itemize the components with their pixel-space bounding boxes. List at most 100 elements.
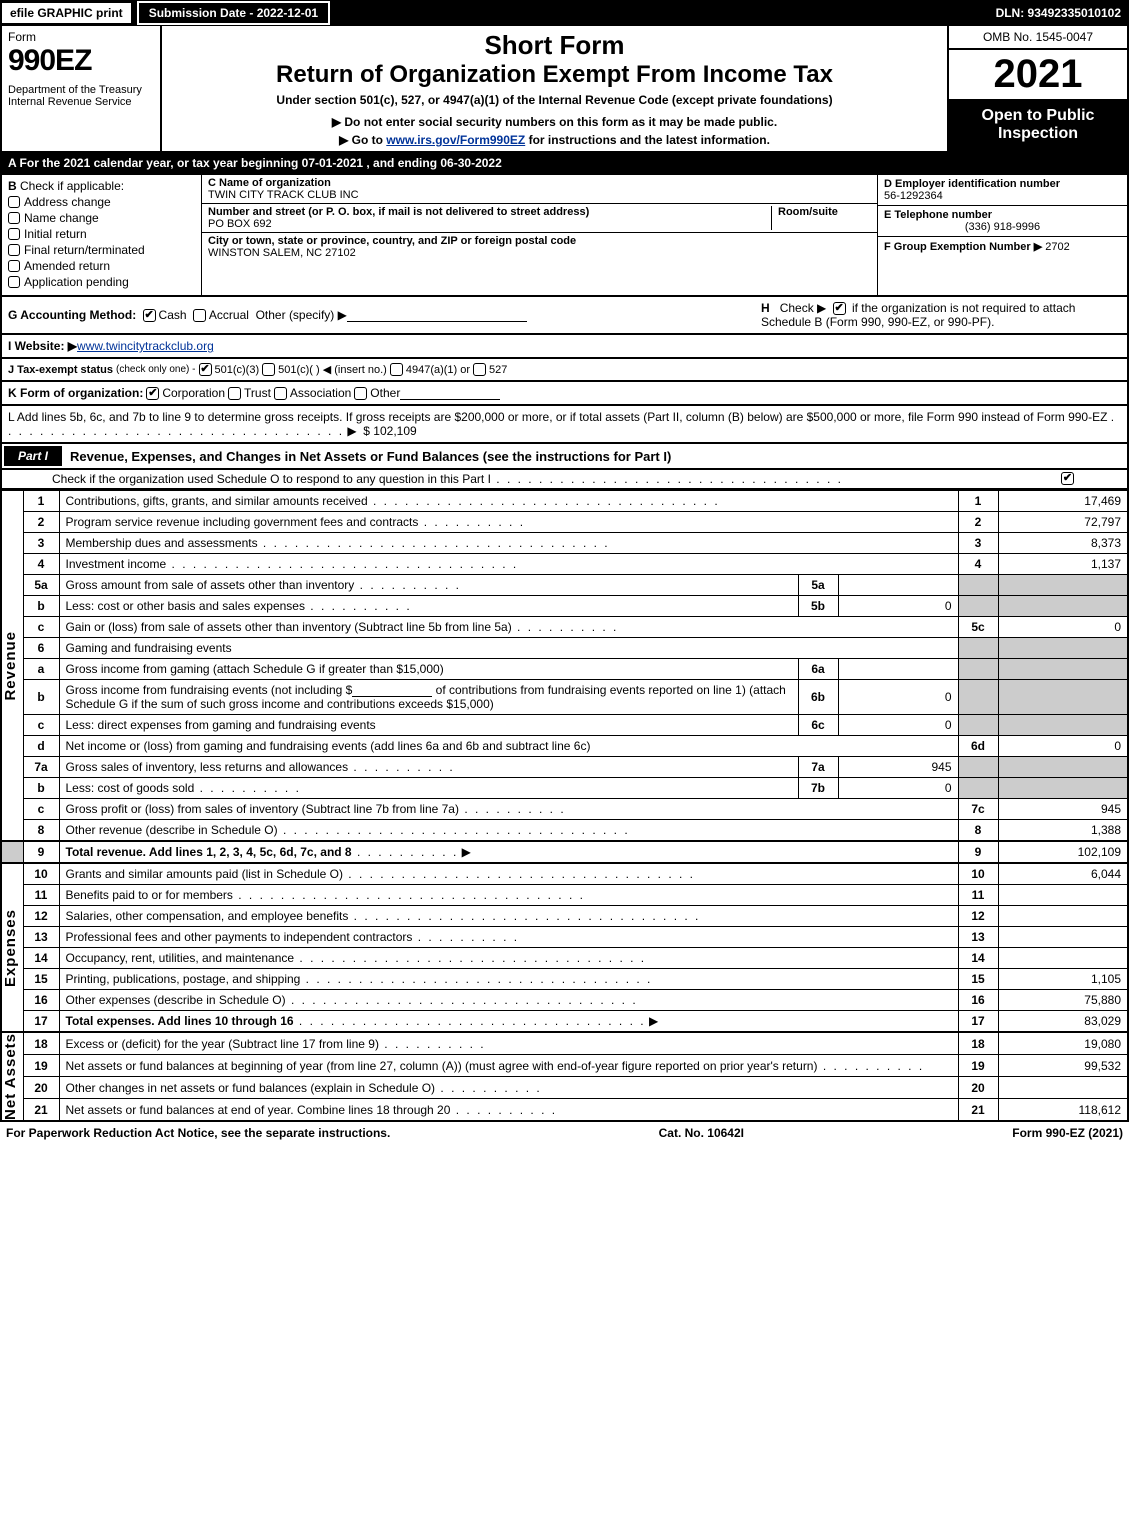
part1-badge: Part I <box>4 446 62 466</box>
line-21-amt: 118,612 <box>998 1099 1128 1122</box>
short-form-title: Short Form <box>484 30 624 61</box>
line-5c: cGain or (loss) from sale of assets othe… <box>1 617 1128 638</box>
line-8: 8Other revenue (describe in Schedule O) … <box>1 820 1128 842</box>
line-7c: cGross profit or (loss) from sales of in… <box>1 799 1128 820</box>
chk-501c[interactable] <box>262 363 275 376</box>
j-527: 527 <box>489 364 507 376</box>
chk-initial-return[interactable]: Initial return <box>8 227 195 241</box>
line-5a-sub: 5a <box>798 575 838 596</box>
line-2-ref: 2 <box>958 512 998 533</box>
line-14-ref: 14 <box>958 948 998 969</box>
line-1: Revenue 1 Contributions, gifts, grants, … <box>1 491 1128 512</box>
line-18: Net Assets 18Excess or (deficit) for the… <box>1 1032 1128 1055</box>
line-4-amt: 1,137 <box>998 554 1128 575</box>
chk-part1-sched-o[interactable]: ✔ <box>1061 472 1074 485</box>
chk-final-return[interactable]: Final return/terminated <box>8 243 195 257</box>
chk-h[interactable]: ✔ <box>833 302 846 315</box>
j-501c3: 501(c)(3) <box>215 364 260 376</box>
line-10-ref: 10 <box>958 863 998 885</box>
line-6c: cLess: direct expenses from gaming and f… <box>1 715 1128 736</box>
line-12: 12Salaries, other compensation, and empl… <box>1 906 1128 927</box>
footer-mid: Cat. No. 10642I <box>659 1126 744 1140</box>
chk-4947[interactable] <box>390 363 403 376</box>
line-5a: 5a Gross amount from sale of assets other… <box>1 575 1128 596</box>
line-17: 17Total expenses. Add lines 10 through 1… <box>1 1011 1128 1033</box>
chk-address-change-label: Address change <box>24 195 111 209</box>
chk-corp[interactable]: ✔ <box>146 387 159 400</box>
chk-name-change[interactable]: Name change <box>8 211 195 225</box>
department: Department of the Treasury Internal Reve… <box>8 84 154 108</box>
efile-print-button[interactable]: efile GRAPHIC print <box>0 1 133 25</box>
line-5c-desc: Gain or (loss) from sale of assets other… <box>66 620 512 634</box>
chk-amended[interactable]: Amended return <box>8 259 195 273</box>
line-20-desc: Other changes in net assets or fund bala… <box>66 1081 436 1095</box>
line-1-amt: 17,469 <box>998 491 1128 512</box>
goto-link[interactable]: www.irs.gov/Form990EZ <box>386 133 525 147</box>
line-6d-desc: Net income or (loss) from gaming and fun… <box>66 739 591 753</box>
chk-other-org[interactable] <box>354 387 367 400</box>
line-21-desc: Net assets or fund balances at end of ye… <box>66 1103 451 1117</box>
group-exemption: 2702 <box>1045 241 1069 253</box>
col-b: B Check if applicable: Address change Na… <box>2 175 202 295</box>
ein: 56-1292364 <box>884 190 943 202</box>
chk-address-change[interactable]: Address change <box>8 195 195 209</box>
chk-accrual[interactable] <box>193 309 206 322</box>
row-l: L Add lines 5b, 6c, and 7b to line 9 to … <box>0 406 1129 444</box>
line-5c-ref: 5c <box>958 617 998 638</box>
l-text: L Add lines 5b, 6c, and 7b to line 9 to … <box>8 410 1107 424</box>
footer-right-post: (2021) <box>1085 1126 1123 1140</box>
k-other-blank[interactable] <box>400 386 500 400</box>
line-6a-subval <box>838 659 958 680</box>
line-15-ref: 15 <box>958 969 998 990</box>
line-2-desc: Program service revenue including govern… <box>66 515 419 529</box>
line-1-desc: Contributions, gifts, grants, and simila… <box>66 494 368 508</box>
line-13-amt <box>998 927 1128 948</box>
line-9: 9Total revenue. Add lines 1, 2, 3, 4, 5c… <box>1 841 1128 863</box>
line-13: 13Professional fees and other payments t… <box>1 927 1128 948</box>
col-def: D Employer identification number 56-1292… <box>877 175 1127 295</box>
footer-left: For Paperwork Reduction Act Notice, see … <box>6 1126 390 1140</box>
row-a: A For the 2021 calendar year, or tax yea… <box>0 153 1129 175</box>
do-not-note: ▶ Do not enter social security numbers o… <box>332 115 777 129</box>
line-7a-subval: 945 <box>838 757 958 778</box>
header-left: Form 990EZ Department of the Treasury In… <box>2 26 162 151</box>
city: WINSTON SALEM, NC 27102 <box>208 247 356 259</box>
line-21-ref: 21 <box>958 1099 998 1122</box>
line-9-amt: 102,109 <box>998 841 1128 863</box>
revenue-vlabel: Revenue <box>2 631 19 701</box>
line-5a-desc: Gross amount from sale of assets other t… <box>66 578 355 592</box>
addr-label: Number and street (or P. O. box, if mail… <box>208 206 589 218</box>
k-trust: Trust <box>244 386 271 400</box>
line-6d: dNet income or (loss) from gaming and fu… <box>1 736 1128 757</box>
omb-number: OMB No. 1545-0047 <box>949 26 1127 50</box>
form-header: Form 990EZ Department of the Treasury In… <box>0 26 1129 153</box>
goto-note: ▶ Go to www.irs.gov/Form990EZ for instru… <box>339 133 770 147</box>
chk-527[interactable] <box>473 363 486 376</box>
line-10-desc: Grants and similar amounts paid (list in… <box>66 867 343 881</box>
line-6b-blank[interactable] <box>352 683 432 697</box>
chk-assoc[interactable] <box>274 387 287 400</box>
h-label: H <box>761 301 770 315</box>
chk-amended-label: Amended return <box>24 259 110 273</box>
i-label: I Website: ▶ <box>8 339 77 353</box>
b-subtitle: Check if applicable: <box>20 179 124 193</box>
line-6a-sub: 6a <box>798 659 838 680</box>
chk-cash[interactable]: ✔ <box>143 309 156 322</box>
line-5a-subval <box>838 575 958 596</box>
line-5c-amt: 0 <box>998 617 1128 638</box>
chk-app-pending[interactable]: Application pending <box>8 275 195 289</box>
chk-trust[interactable] <box>228 387 241 400</box>
website-link[interactable]: www.twincitytrackclub.org <box>77 339 214 353</box>
c-label: C Name of organization <box>208 177 331 189</box>
line-13-desc: Professional fees and other payments to … <box>66 930 413 944</box>
chk-501c3[interactable]: ✔ <box>199 363 212 376</box>
line-12-desc: Salaries, other compensation, and employ… <box>66 909 349 923</box>
line-5b-sub: 5b <box>798 596 838 617</box>
line-6b-subval: 0 <box>838 680 958 715</box>
g-cash: Cash <box>159 308 187 322</box>
line-9-ref: 9 <box>958 841 998 863</box>
line-7b-subval: 0 <box>838 778 958 799</box>
line-11-amt <box>998 885 1128 906</box>
g-other-blank[interactable] <box>347 308 527 322</box>
line-7c-ref: 7c <box>958 799 998 820</box>
